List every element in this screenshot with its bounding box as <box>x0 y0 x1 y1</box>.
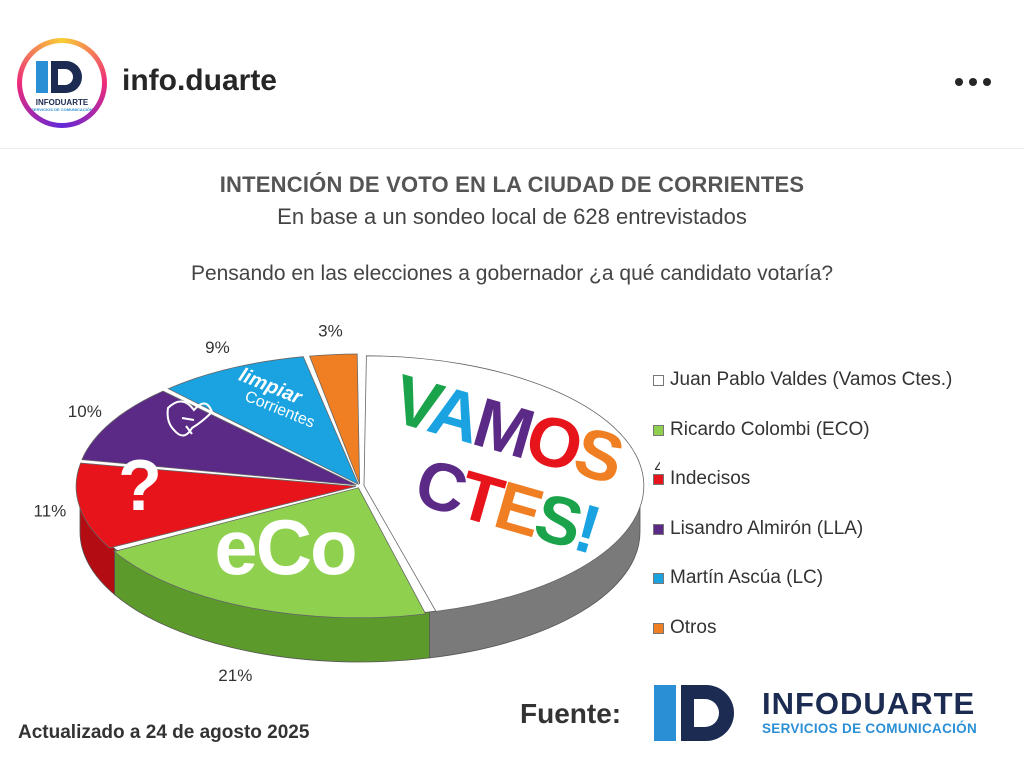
source-tagline: SERVICIOS DE COMUNICACIÓN <box>762 721 978 736</box>
legend-item-mart-n-asc-a-lc: Martín Ascúa (LC) <box>653 564 1013 614</box>
source-label: Fuente: <box>520 698 622 729</box>
data-label-otros: 3% <box>318 322 343 341</box>
eco-logo: eCo <box>214 503 355 591</box>
legend-item-juan-pablo-valdes-vamos-ctes: Juan Pablo Valdes (Vamos Ctes.) <box>653 366 1013 416</box>
vamos-logo-line2: CTES! <box>407 444 605 568</box>
chart-subtitle: En base a un sondeo local de 628 entrevi… <box>277 204 747 229</box>
avatar[interactable]: INFODUARTE SERVICIOS DE COMUNICACIÓN <box>17 38 107 128</box>
data-label-mart-n-asc-a-lc: 9% <box>205 338 230 357</box>
legend-item-ricardo-colombi-eco: Ricardo Colombi (ECO) <box>653 416 1013 466</box>
avatar-brand: INFODUARTE <box>35 98 89 107</box>
legend-label: Lisandro Almirón (LLA) <box>670 517 864 539</box>
legend-swatch <box>653 573 664 584</box>
vamos-logo-line1: VAMOS <box>385 360 630 499</box>
more-horizontal-icon[interactable] <box>950 70 996 94</box>
legend-label: Otros <box>670 616 717 638</box>
data-label-juan-pablo-valdes-vamos-ctes: 46% <box>654 457 660 476</box>
legend-label: Juan Pablo Valdes (Vamos Ctes.) <box>670 369 953 390</box>
post-header: INFODUARTE SERVICIOS DE COMUNICACIÓN inf… <box>0 0 1024 150</box>
chart-question: Pensando en las elecciones a gobernador … <box>190 262 834 285</box>
legend-item-indecisos: Indecisos <box>653 465 1013 515</box>
data-label-indecisos: 11% <box>34 501 67 520</box>
updated-date: Actualizado a 24 de agosto 2025 <box>18 722 310 743</box>
legend-item-lisandro-almir-n-lla: Lisandro Almirón (LLA) <box>653 515 1013 565</box>
lla-emblem-icon <box>166 400 214 437</box>
pie-slice-juan-pablo-valdes-vamos-ctes <box>363 355 645 612</box>
pie-slice-ricardo-colombi-eco <box>113 487 427 619</box>
legend-swatch <box>653 474 664 485</box>
chart-title: INTENCIÓN DE VOTO EN LA CIUDAD DE CORRIE… <box>219 172 805 197</box>
legend-swatch <box>653 622 664 634</box>
legend-item-otros: Otros <box>653 614 1013 664</box>
avatar-tagline: SERVICIOS DE COMUNICACIÓN <box>31 107 93 112</box>
pie-slice-mart-n-asc-a-lc <box>167 356 360 486</box>
legend-label: Indecisos <box>670 468 751 489</box>
infoduarte-logo-icon <box>654 685 734 741</box>
username[interactable]: info.duarte <box>122 64 277 97</box>
avatar-image: INFODUARTE SERVICIOS DE COMUNICACIÓN <box>22 43 102 123</box>
infoduarte-logo-icon <box>36 61 82 93</box>
chart-legend: Juan Pablo Valdes (Vamos Ctes.) Ricardo C… <box>653 366 1013 663</box>
legend-swatch <box>653 424 664 436</box>
legend-swatch <box>653 375 664 386</box>
pie-slice-indecisos <box>75 462 357 549</box>
legend-swatch <box>653 523 664 535</box>
legend-label: Martín Ascúa (LC) <box>670 567 824 588</box>
header-divider <box>0 148 1024 149</box>
pie-slice-lisandro-almir-n-lla <box>81 390 357 486</box>
pie-slice-otros <box>309 353 360 485</box>
legend-label: Ricardo Colombi (ECO) <box>670 418 870 440</box>
data-label-ricardo-colombi-eco: 21% <box>218 666 252 685</box>
pie-chart: VAMOSCTES!eCo?limpiarCorrientes46%21%11%… <box>34 322 660 686</box>
source-brand: INFODUARTE <box>762 686 976 721</box>
data-label-lisandro-almir-n-lla: 10% <box>68 402 102 421</box>
undecided-question-icon: ? <box>118 446 162 526</box>
